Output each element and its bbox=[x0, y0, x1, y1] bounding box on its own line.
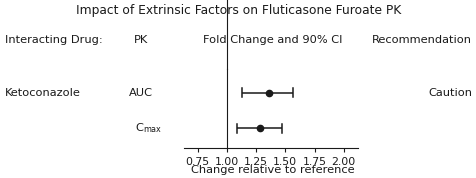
Text: Recommendation: Recommendation bbox=[371, 35, 471, 45]
Text: Change relative to reference: Change relative to reference bbox=[190, 165, 354, 175]
Text: Caution: Caution bbox=[427, 88, 471, 98]
Text: Impact of Extrinsic Factors on Fluticasone Furoate PK: Impact of Extrinsic Factors on Fluticaso… bbox=[76, 4, 400, 17]
Text: PK: PK bbox=[133, 35, 148, 45]
Text: Ketoconazole: Ketoconazole bbox=[5, 88, 80, 98]
Text: Interacting Drug:: Interacting Drug: bbox=[5, 35, 102, 45]
Text: Fold Change and 90% CI: Fold Change and 90% CI bbox=[203, 35, 342, 45]
Text: AUC: AUC bbox=[129, 88, 152, 98]
Text: C$_{\mathregular{max}}$: C$_{\mathregular{max}}$ bbox=[135, 121, 162, 135]
